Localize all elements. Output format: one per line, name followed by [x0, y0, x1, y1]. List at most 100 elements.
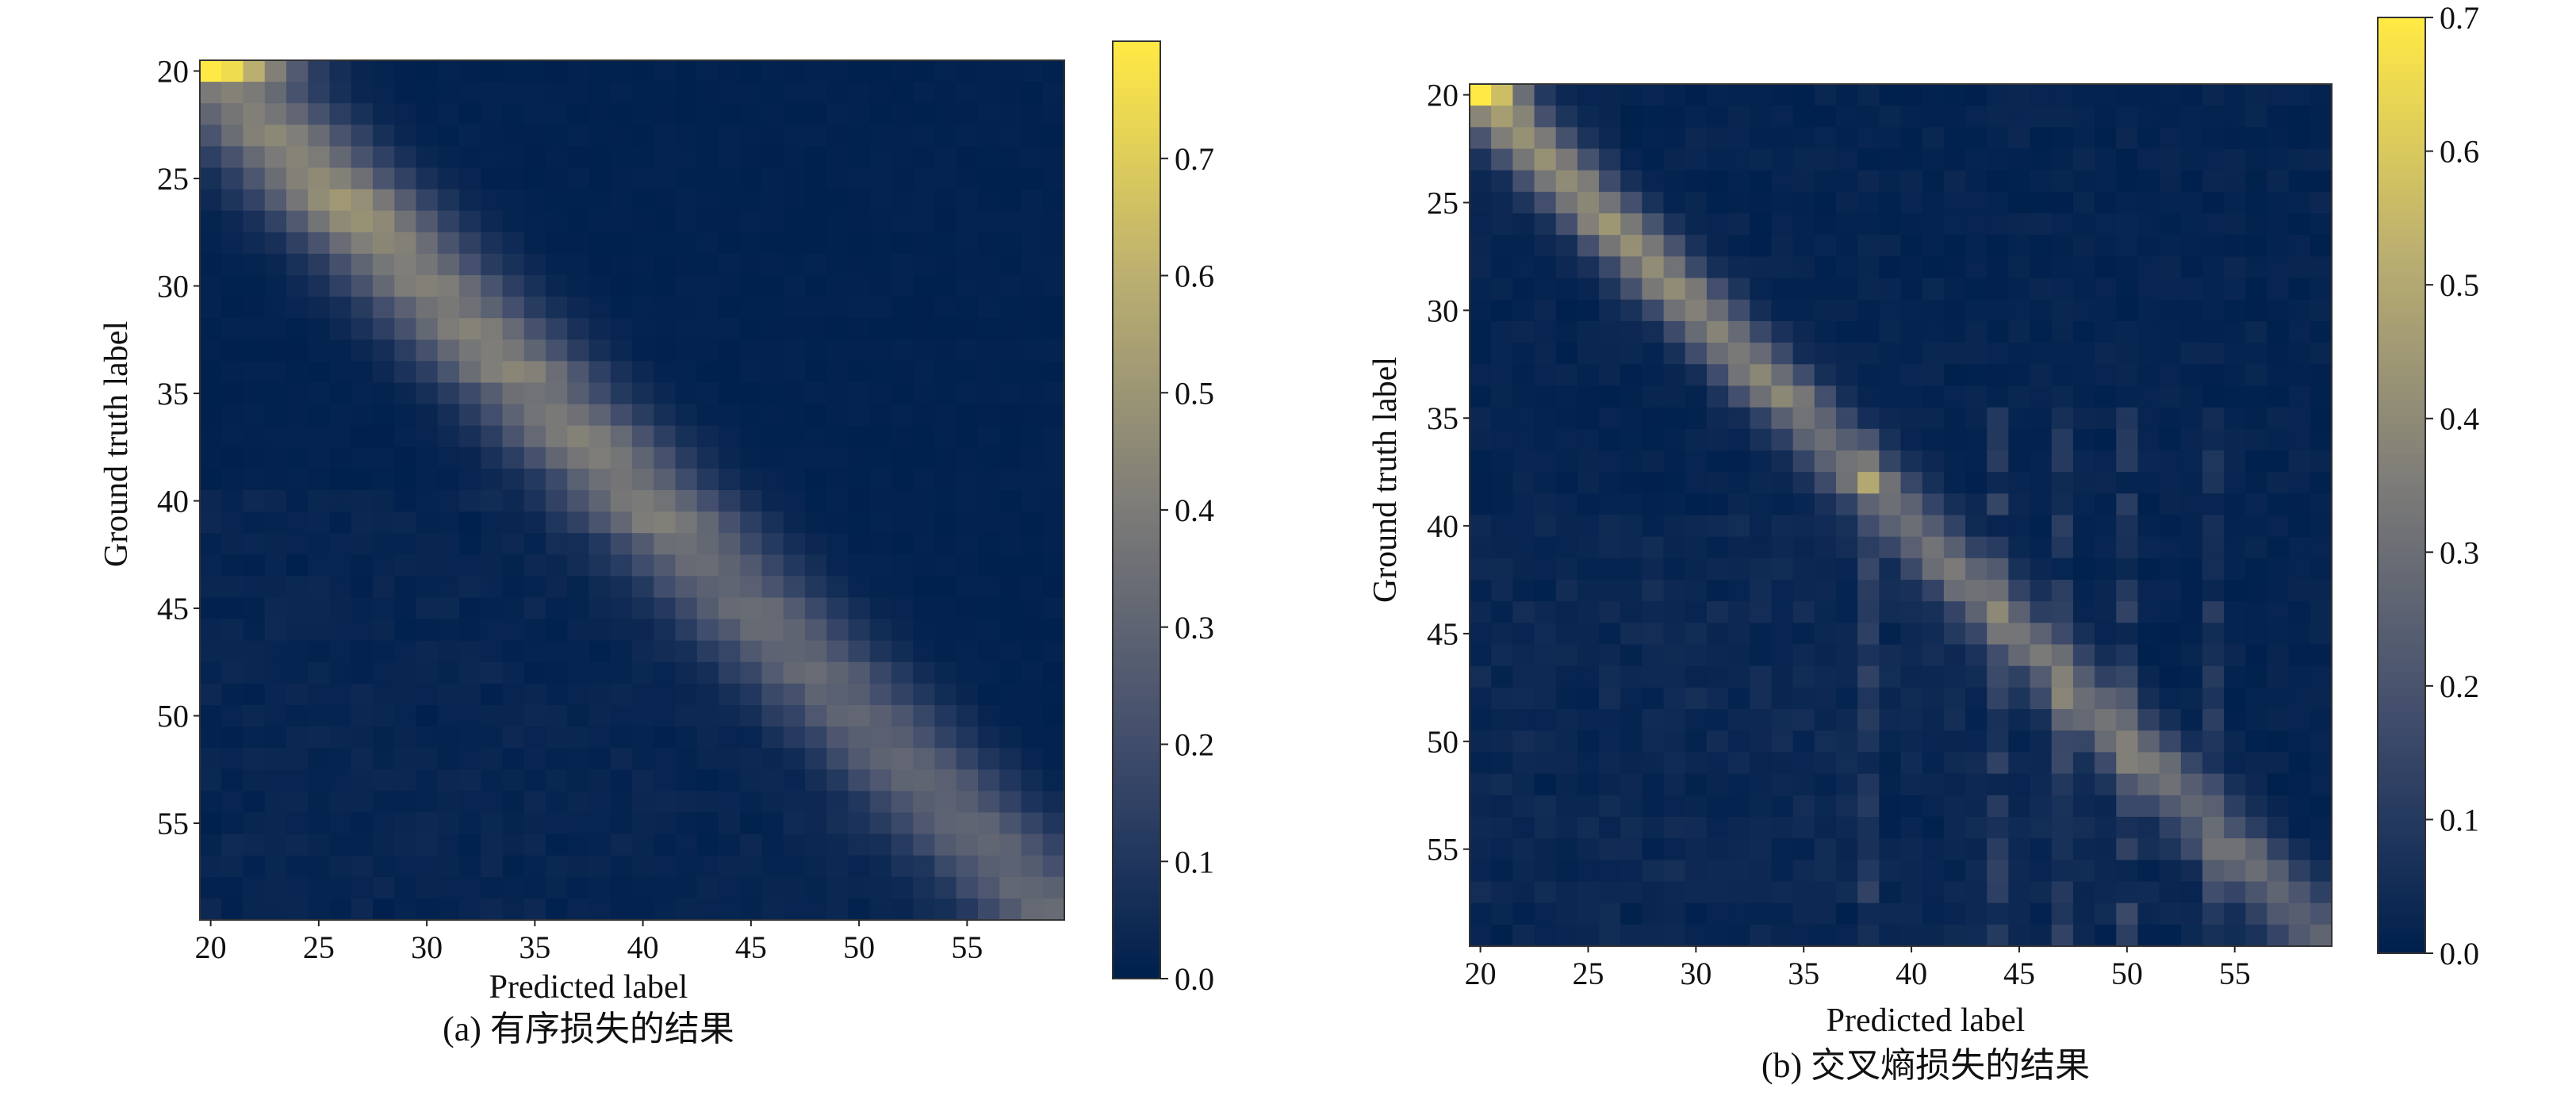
heatmap-cell [1750, 170, 1773, 193]
heatmap-cell [200, 597, 222, 620]
heatmap-cell [913, 446, 936, 469]
heatmap-cell [1814, 924, 1837, 947]
heatmap-cell [1512, 752, 1535, 775]
heatmap-cell [286, 683, 309, 706]
heatmap-cell [610, 103, 633, 125]
heatmap-cell [1512, 299, 1535, 322]
heatmap-cell [1491, 515, 1513, 538]
colorbar-segment [1113, 791, 1160, 800]
heatmap-cell [2310, 881, 2333, 904]
heatmap-cell [1857, 148, 1880, 171]
heatmap-cell [2137, 127, 2160, 150]
heatmap-cell [1792, 816, 1815, 839]
heatmap-cell [2245, 816, 2268, 839]
heatmap-cell [329, 512, 352, 534]
heatmap-cell [1835, 601, 1858, 623]
heatmap-cell [1771, 170, 1794, 193]
heatmap-cell [1620, 450, 1643, 473]
heatmap-cell [308, 597, 331, 620]
heatmap-cell [913, 297, 936, 319]
colorbar-segment [2378, 407, 2425, 416]
heatmap-cell [264, 876, 287, 899]
y-tick-label: 40 [1427, 508, 1459, 544]
heatmap-cell [2310, 536, 2333, 559]
heatmap-cell [761, 533, 784, 555]
heatmap-cell [2051, 924, 2074, 947]
colorbar-segment [1113, 845, 1160, 854]
heatmap-cell [308, 382, 331, 405]
heatmap-cell [459, 232, 481, 255]
heatmap-cell [1792, 364, 1815, 387]
heatmap-cell [1599, 709, 1621, 731]
colorbar-segment [2378, 56, 2425, 65]
heatmap-cell [1512, 881, 1535, 904]
heatmap-cell [2202, 105, 2225, 128]
heatmap-cell [1534, 428, 1557, 451]
heatmap-cell [1922, 428, 1945, 451]
heatmap-cell [1470, 580, 1492, 602]
heatmap-cell [913, 619, 936, 642]
heatmap-cell [1987, 256, 2009, 279]
heatmap-cell [2310, 191, 2333, 214]
heatmap-cell [1835, 816, 1858, 839]
heatmap-cell [1750, 450, 1773, 473]
heatmap-cell [1879, 213, 1902, 236]
heatmap-cell [2030, 299, 2053, 322]
heatmap-cell [1728, 709, 1750, 731]
heatmap-cell [394, 275, 417, 297]
heatmap-cell [1491, 343, 1513, 365]
heatmap-cell [2051, 235, 2074, 258]
heatmap-cell [1900, 687, 1923, 710]
heatmap-cell [740, 490, 763, 512]
colorbar-border [2377, 17, 2426, 954]
heatmap-cell [1835, 256, 1858, 279]
heatmap-cell [1965, 860, 1988, 883]
heatmap-cell [956, 748, 979, 770]
heatmap-cell [2180, 343, 2203, 365]
heatmap-cell [719, 898, 741, 921]
heatmap-cell [264, 576, 287, 599]
heatmap-cell [1620, 773, 1643, 796]
heatmap-cell [999, 297, 1022, 319]
heatmap-cell [588, 425, 611, 448]
heatmap-cell [913, 661, 936, 684]
heatmap-cell [761, 82, 784, 104]
heatmap-cell [1835, 902, 1858, 925]
heatmap-cell [1814, 730, 1837, 753]
colorbar-segment [2378, 524, 2425, 533]
heatmap-cell [2137, 580, 2160, 602]
heatmap-cell [826, 876, 849, 899]
heatmap-cell [1555, 213, 1578, 236]
heatmap-cell [588, 189, 611, 212]
heatmap-cell [329, 855, 352, 878]
heatmap-cell [1512, 343, 1535, 365]
heatmap-cell [200, 404, 222, 427]
colorbar-segment [2378, 813, 2425, 822]
heatmap-cell [286, 425, 309, 448]
colorbar-segment [1113, 95, 1160, 105]
heatmap-cell [783, 468, 806, 491]
heatmap-cell [2095, 515, 2117, 538]
heatmap-cell [2202, 623, 2225, 646]
heatmap-cell [632, 167, 654, 190]
heatmap-cell [2051, 105, 2074, 128]
heatmap-cell [610, 812, 633, 835]
heatmap-cell [761, 318, 784, 340]
heatmap-cell [329, 468, 352, 491]
heatmap-cell [1491, 428, 1513, 451]
heatmap-cell [2288, 644, 2311, 667]
heatmap-cell [632, 446, 654, 469]
heatmap-cell [1470, 450, 1492, 473]
heatmap-cell [2008, 170, 2031, 193]
heatmap-cell [999, 490, 1022, 512]
heatmap-cell [459, 253, 481, 276]
heatmap-cell [2116, 536, 2139, 559]
heatmap-cell [1835, 665, 1858, 688]
heatmap-cell [373, 876, 395, 899]
colorbar-segment [1113, 291, 1160, 300]
heatmap-cell [1771, 364, 1794, 387]
heatmap-cell [934, 82, 957, 104]
heatmap-cell [1900, 105, 1923, 128]
heatmap-cell [999, 533, 1022, 555]
heatmap-cell [740, 705, 763, 727]
